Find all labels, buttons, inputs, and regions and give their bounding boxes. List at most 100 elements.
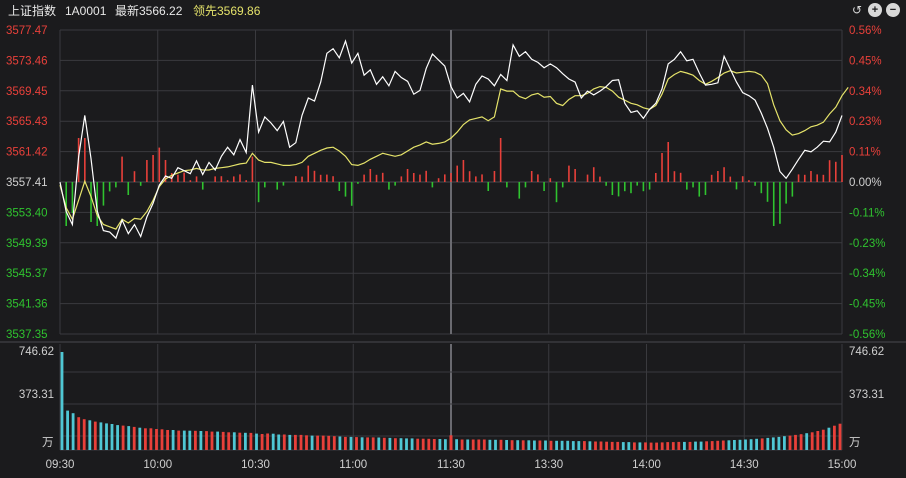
change-bars xyxy=(65,138,843,226)
zoom-out-icon[interactable]: − xyxy=(886,3,900,17)
volume-bar xyxy=(310,435,314,450)
time-tick-label: 10:30 xyxy=(241,459,270,471)
volume-bar xyxy=(810,432,814,450)
volume-bar xyxy=(432,439,436,450)
volume-bar xyxy=(460,439,464,450)
volume-bar xyxy=(638,442,642,450)
volume-bar xyxy=(660,442,664,450)
volume-bar xyxy=(744,439,747,450)
volume-bar xyxy=(138,427,142,450)
volume-bar xyxy=(360,437,364,450)
percent-tick-label: -0.23% xyxy=(849,238,885,250)
volume-bar xyxy=(382,437,386,450)
volume-bar xyxy=(766,437,770,450)
volume-bar xyxy=(60,352,64,450)
volume-bar xyxy=(438,439,442,450)
volume-bar xyxy=(366,437,369,450)
volume-bar xyxy=(277,434,281,450)
volume-bar xyxy=(88,420,92,450)
volume-bar xyxy=(760,438,764,450)
volume-bar xyxy=(344,436,347,450)
volume-bar xyxy=(260,434,264,450)
volume-bar xyxy=(327,435,331,450)
volume-bar xyxy=(299,434,303,450)
volume-bar xyxy=(649,442,653,450)
bottom-scrollbar[interactable] xyxy=(0,474,906,478)
volume-bar xyxy=(188,430,192,450)
volume-bar xyxy=(355,437,358,450)
volume-bar xyxy=(799,434,803,450)
latest-price: 最新3566.22 xyxy=(115,4,183,18)
volume-bar xyxy=(282,434,286,450)
volume-bar xyxy=(316,435,319,450)
volume-bar xyxy=(244,432,247,450)
volume-bar xyxy=(827,427,831,450)
volume-bar xyxy=(733,440,736,450)
volume-bar xyxy=(544,440,547,450)
volume-bar xyxy=(566,440,570,450)
time-tick-label: 11:00 xyxy=(339,459,367,471)
price-tick-label: 3573.46 xyxy=(6,55,48,67)
volume-bar xyxy=(77,417,81,450)
volume-bar xyxy=(444,439,447,450)
volume-bar xyxy=(110,424,114,450)
volume-bar xyxy=(121,425,125,450)
volume-bar xyxy=(194,430,197,450)
volume-bar xyxy=(516,440,520,450)
zoom-in-icon[interactable]: + xyxy=(868,3,882,17)
volume-tick-label-right: 746.62 xyxy=(849,346,884,358)
volume-bar xyxy=(294,434,297,450)
volume-bar xyxy=(571,441,575,450)
volume-bar xyxy=(377,437,381,450)
volume-bar xyxy=(555,440,558,450)
volume-bar xyxy=(249,432,253,450)
volume-bar xyxy=(349,436,353,450)
volume-bar xyxy=(388,437,392,450)
volume-bar xyxy=(82,419,86,450)
volume-bar xyxy=(105,423,108,450)
volume-bar xyxy=(588,441,592,450)
price-line xyxy=(59,39,843,240)
volume-bar xyxy=(833,425,836,450)
volume-bar xyxy=(216,431,219,450)
price-tick-label: 3549.39 xyxy=(6,238,48,250)
volume-bar xyxy=(510,440,514,450)
price-tick-label: 3577.47 xyxy=(6,25,48,37)
volume-bar xyxy=(471,439,475,450)
volume-bar xyxy=(599,441,603,450)
volume-bar xyxy=(421,438,425,450)
price-tick-label: 3561.42 xyxy=(6,147,48,159)
volume-unit-label: 万 xyxy=(42,437,54,449)
percent-tick-label: -0.11% xyxy=(849,207,885,219)
volume-bar xyxy=(838,423,842,450)
volume-bar xyxy=(199,431,203,450)
volume-bar xyxy=(683,441,686,450)
volume-bar xyxy=(788,435,792,450)
volume-bar xyxy=(560,440,564,450)
volume-bar xyxy=(721,440,725,450)
volume-bar xyxy=(166,430,169,450)
volume-bar xyxy=(621,442,625,450)
volume-bar xyxy=(755,438,758,450)
volume-bar xyxy=(816,431,820,450)
volume-bar xyxy=(238,432,242,450)
percent-tick-label: 0.56% xyxy=(849,25,882,37)
price-tick-label: 3565.43 xyxy=(6,116,48,128)
volume-bar xyxy=(455,439,458,450)
index-name[interactable]: 上证指数 xyxy=(8,4,57,18)
volume-bar xyxy=(427,438,431,450)
time-tick-label: 14:00 xyxy=(632,459,661,471)
volume-unit-label-right: 万 xyxy=(849,437,861,449)
volume-bar xyxy=(605,441,608,450)
undo-icon[interactable]: ↺ xyxy=(851,3,863,17)
volume-bar xyxy=(716,440,720,450)
volume-bar xyxy=(116,425,119,450)
volume-bar xyxy=(783,436,786,450)
volume-bar xyxy=(777,436,781,450)
volume-bar xyxy=(332,436,336,450)
volume-bar xyxy=(549,440,553,450)
volume-bar xyxy=(616,441,620,450)
volume-bar xyxy=(738,439,742,450)
volume-bar xyxy=(821,429,825,450)
